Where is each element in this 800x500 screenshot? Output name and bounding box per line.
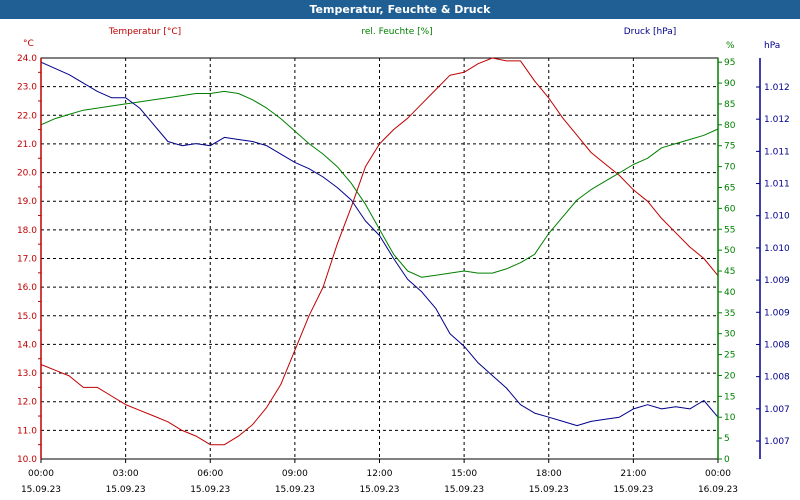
pressure-tick-label: 1.008 [764,373,790,383]
temperature-tick-label: 11.0 [17,426,37,436]
temperature-tick-label: 21.0 [17,140,37,150]
pressure-tick-label: 1.009 [764,276,790,286]
humidity-tick-label: 5 [724,434,730,444]
humidity-tick-label: 60 [724,204,736,214]
humidity-tick-label: 75 [724,142,735,152]
x-tick-label-time: 15:00 [451,469,477,479]
x-tick-label-date: 15.09.23 [275,485,315,495]
pressure-tick-label: 1.012 [764,115,790,125]
humidity-tick-label: 20 [724,371,736,381]
temperature-tick-label: 13.0 [17,369,37,379]
temperature-axis-title: Temperatur [°C] [108,27,181,37]
temperature-series-line [40,57,719,446]
x-tick-label-date: 15.09.23 [613,485,653,495]
pressure-tick-label: 1.012 [764,83,790,93]
x-tick-label-time: 21:00 [620,469,646,479]
temperature-tick-label: 17.0 [17,255,37,265]
x-tick-label-time: 12:00 [367,469,393,479]
temperature-tick-label: 23.0 [17,83,37,93]
humidity-tick-label: 65 [724,183,735,193]
pressure-tick-label: 1.011 [764,180,790,190]
pressure-tick-label: 1.010 [764,212,790,222]
humidity-tick-label: 90 [724,79,736,89]
humidity-unit-label: % [726,41,735,51]
temperature-tick-label: 12.0 [17,398,37,408]
x-tick-label-time: 18:00 [536,469,562,479]
pressure-tick-label: 1.007 [764,437,790,447]
pressure-tick-label: 1.007 [764,405,790,415]
humidity-tick-label: 30 [724,330,736,340]
humidity-tick-label: 10 [724,413,736,423]
humidity-tick-label: 0 [724,455,730,465]
humidity-tick-label: 25 [724,351,735,361]
pressure-tick-label: 1.009 [764,308,790,318]
temperature-tick-label: 24.0 [17,54,37,64]
humidity-tick-label: 15 [724,392,735,402]
x-tick-label-date: 15.09.23 [190,485,230,495]
pressure-tick-label: 1.011 [764,147,790,157]
temperature-tick-label: 22.0 [17,111,37,121]
x-tick-label-time: 00:00 [28,469,54,479]
x-tick-label-date: 15.09.23 [21,485,61,495]
x-tick-label-date: 15.09.23 [529,485,569,495]
temperature-tick-label: 18.0 [17,226,37,236]
pressure-unit-label: hPa [764,41,780,51]
grid-lines [41,58,718,459]
pressure-tick-label: 1.010 [764,244,790,254]
pressure-tick-label: 1.008 [764,340,790,350]
humidity-tick-label: 45 [724,267,735,277]
temperature-tick-label: 15.0 [17,312,37,322]
x-tick-label-date: 16.09.23 [698,485,738,495]
chart-canvas: 00:00 15.09.23 03:00 15.09.23 06:00 15.09.23 0… [0,19,800,500]
humidity-series-line [40,90,719,278]
temperature-tick-label: 19.0 [17,197,37,207]
x-tick-label-date: 15.09.23 [106,485,146,495]
series-layer [40,57,719,446]
humidity-axis-title: rel. Feuchte [%] [361,27,432,37]
humidity-tick-label: 35 [724,309,735,319]
humidity-tick-label: 80 [724,121,736,131]
temperature-tick-label: 16.0 [17,283,37,293]
humidity-tick-label: 85 [724,100,735,110]
humidity-tick-label: 55 [724,225,735,235]
temperature-tick-label: 20.0 [17,169,37,179]
temperature-tick-label: 14.0 [17,340,37,350]
temperature-unit-label: °C [23,39,34,49]
x-tick-label-time: 09:00 [282,469,308,479]
temperature-tick-label: 10.0 [17,455,37,465]
x-tick-label-date: 15.09.23 [359,485,399,495]
x-tick-label-date: 15.09.23 [444,485,484,495]
pressure-axis-title: Druck [hPa] [624,27,677,37]
humidity-tick-label: 70 [724,163,736,173]
x-tick-label-time: 03:00 [113,469,139,479]
axis-labels: 00:00 15.09.23 03:00 15.09.23 06:00 15.09.23 0… [17,54,790,495]
chart-title: Temperatur, Feuchte & Druck [0,0,800,19]
x-tick-label-time: 06:00 [197,469,223,479]
humidity-tick-label: 95 [724,58,735,68]
humidity-tick-label: 40 [724,288,736,298]
pressure-series-line [40,61,719,427]
x-tick-label-time: 00:00 [705,469,731,479]
humidity-tick-label: 50 [724,246,736,256]
